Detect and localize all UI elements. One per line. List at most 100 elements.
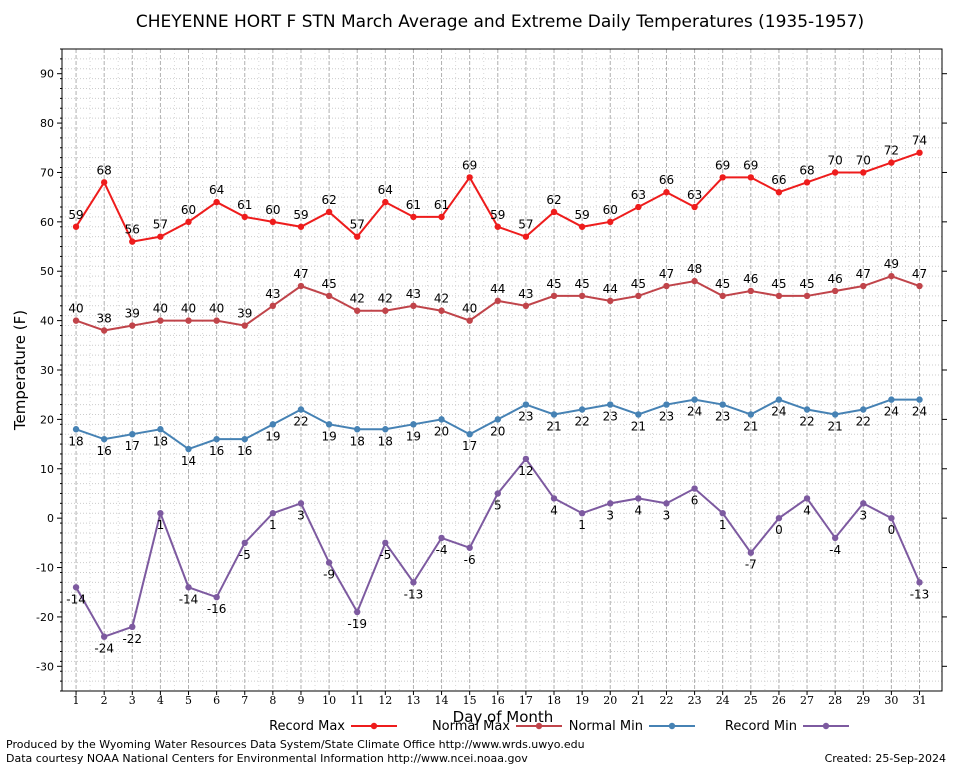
normal-max-point	[157, 317, 164, 324]
normal-max-point	[803, 292, 811, 300]
record-min-point	[803, 495, 811, 502]
record-min-point	[522, 455, 530, 463]
normal-min-point	[775, 396, 783, 403]
normal-max-point	[522, 302, 530, 309]
normal-max-point	[578, 292, 586, 300]
record-max-data-label: 59	[490, 208, 505, 222]
x-tick-label: 15	[463, 694, 477, 707]
x-tick-label: 1	[73, 694, 80, 707]
normal-max-data-label: 45	[771, 277, 786, 291]
record-min-point	[747, 549, 755, 556]
x-tick-label: 23	[688, 694, 702, 707]
x-tick-label: 29	[856, 694, 870, 707]
record-max-point	[185, 218, 192, 226]
record-min-data-label: -24	[94, 642, 114, 656]
normal-min-point	[241, 435, 248, 443]
normal-max-data-label: 45	[631, 277, 646, 291]
record-min-data-label: -22	[122, 632, 142, 646]
record-max-point	[635, 203, 642, 211]
record-min-point	[157, 510, 164, 517]
record-min-data-label: -5	[239, 548, 251, 562]
record-min-point	[382, 539, 389, 547]
y-tick-label: 30	[40, 364, 54, 377]
record-max-data-label: 60	[603, 203, 618, 217]
normal-min-data-label: 19	[406, 429, 421, 443]
record-min-point	[860, 500, 867, 507]
normal-max-point	[635, 292, 642, 300]
normal-min-point	[325, 421, 333, 428]
normal-min-point	[747, 411, 755, 418]
record-max-data-label: 57	[153, 218, 168, 232]
record-max-point	[522, 233, 530, 240]
normal-max-data-label: 45	[321, 277, 336, 291]
record-max-point	[100, 179, 108, 186]
x-tick-label: 24	[716, 694, 730, 707]
normal-max-data-label: 45	[799, 277, 814, 291]
normal-max-data-label: 46	[743, 272, 758, 286]
x-tick-label: 2	[101, 694, 108, 707]
normal-min-point	[550, 411, 558, 418]
normal-min-point	[522, 401, 530, 408]
x-tick-label: 4	[157, 694, 164, 707]
normal-min-data-label: 20	[490, 424, 505, 438]
normal-max-point	[129, 322, 136, 329]
x-tick-label: 13	[406, 694, 420, 707]
record-min-point	[269, 510, 277, 517]
normal-min-point	[129, 431, 136, 438]
normal-min-data-label: 22	[799, 415, 814, 429]
y-tick-label: 0	[47, 512, 54, 525]
normal-max-data-label: 48	[687, 262, 702, 276]
record-max-point	[494, 223, 501, 230]
normal-max-point	[663, 282, 670, 290]
record-min-point	[550, 495, 558, 502]
normal-max-point	[354, 307, 361, 314]
x-tick-label: 30	[884, 694, 898, 707]
normal-min-point	[100, 435, 108, 443]
legend-record-max-marker	[370, 722, 378, 730]
record-min-data-label: 1	[269, 518, 277, 532]
record-max-data-label: 61	[406, 198, 421, 212]
normal-min-data-label: 16	[237, 444, 252, 458]
x-tick-label: 12	[378, 694, 392, 707]
y-tick-label: 40	[40, 315, 54, 328]
record-min-data-label: -19	[347, 617, 367, 631]
record-min-point	[241, 539, 248, 547]
record-max-point	[916, 149, 923, 156]
record-min-data-label: 3	[606, 508, 614, 522]
normal-max-point	[719, 292, 726, 300]
record-min-point	[578, 510, 586, 517]
record-min-point	[213, 593, 220, 601]
x-tick-label: 19	[575, 694, 589, 707]
y-tick-label: 10	[40, 463, 54, 476]
legend: Record Max Normal Max Normal Min Record Min	[269, 719, 849, 734]
normal-min-point	[860, 406, 867, 413]
normal-min-point	[888, 396, 895, 403]
record-max-data-label: 59	[574, 208, 589, 222]
record-min-point	[888, 514, 895, 522]
y-tick-label: -10	[36, 562, 54, 575]
record-max-point	[691, 203, 698, 211]
record-min-point	[100, 633, 108, 640]
normal-max-point	[72, 317, 80, 324]
record-min-data-label: 1	[719, 518, 727, 532]
normal-min-point	[382, 426, 389, 433]
normal-min-point	[466, 431, 473, 438]
normal-min-point	[691, 396, 698, 403]
normal-min-point	[719, 401, 726, 408]
record-max-point	[663, 189, 670, 196]
normal-max-data-label: 47	[856, 267, 871, 281]
record-min-point	[185, 584, 192, 591]
normal-min-point	[297, 406, 305, 413]
normal-min-data-label: 22	[293, 415, 308, 429]
normal-max-data-label: 47	[659, 267, 674, 281]
x-tick-label: 11	[350, 694, 364, 707]
normal-min-point	[213, 435, 220, 443]
record-max-data-label: 69	[715, 158, 730, 172]
record-max-point	[775, 189, 783, 196]
normal-max-data-label: 39	[237, 307, 252, 321]
normal-max-point	[241, 322, 248, 329]
normal-min-data-label: 21	[631, 419, 646, 433]
record-min-data-label: 5	[494, 498, 502, 512]
